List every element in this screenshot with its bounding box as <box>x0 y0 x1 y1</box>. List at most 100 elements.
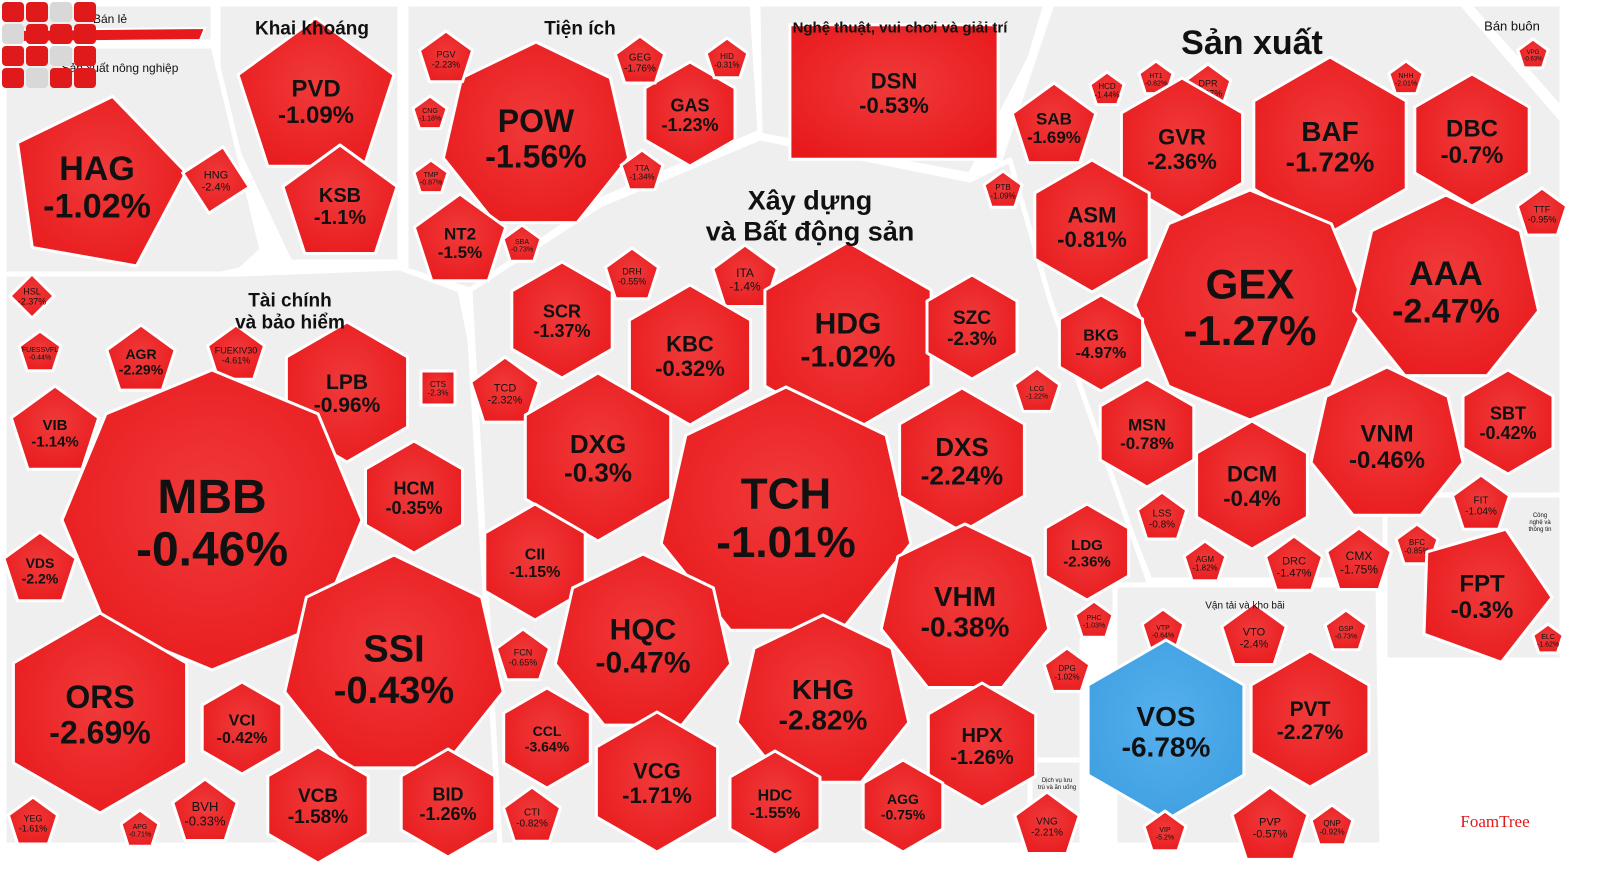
cell-sbt[interactable] <box>1461 368 1555 476</box>
cell-cmx[interactable] <box>1325 526 1393 591</box>
cell-vpg[interactable] <box>1516 37 1550 70</box>
logo-cell <box>50 2 72 22</box>
logo-cell <box>2 24 24 44</box>
cell-cti[interactable] <box>502 785 562 843</box>
cell-vci[interactable] <box>200 680 284 776</box>
cell-msn[interactable] <box>1098 377 1196 489</box>
group-ban-buon[interactable] <box>1465 1 1565 113</box>
cell-ccl[interactable] <box>502 686 592 790</box>
logo-cell <box>74 46 96 66</box>
cell-hcd[interactable] <box>1088 70 1126 107</box>
cell-lss[interactable] <box>1135 490 1189 541</box>
logo-cell <box>74 24 96 44</box>
logo-cell <box>26 24 48 44</box>
cell-fcn[interactable] <box>494 627 552 682</box>
cell-ttf[interactable] <box>1515 186 1569 237</box>
cell-vcb[interactable] <box>266 745 370 865</box>
cell-ita[interactable] <box>711 243 779 308</box>
cell-bid[interactable] <box>399 747 497 859</box>
logo-cell <box>74 68 96 88</box>
cell-asm[interactable] <box>1033 158 1151 294</box>
logo-cell <box>26 68 48 88</box>
cell-aaa[interactable] <box>1351 193 1541 378</box>
cell-nhh[interactable] <box>1387 59 1425 96</box>
cell-gas[interactable] <box>643 60 737 168</box>
cell-bvh[interactable] <box>171 777 239 842</box>
cell-drc[interactable] <box>1264 534 1324 592</box>
cell-tmp[interactable] <box>412 158 450 195</box>
logo-cell <box>74 2 96 22</box>
cell-elc[interactable] <box>1531 622 1565 655</box>
cell-agg[interactable] <box>861 758 945 854</box>
cell-dxg[interactable] <box>523 371 673 543</box>
cell-hag[interactable] <box>16 94 188 268</box>
cell-vib[interactable] <box>9 384 101 471</box>
foamtree-logo <box>2 2 96 88</box>
cell-hpx[interactable] <box>926 681 1038 809</box>
cell-dcm[interactable] <box>1195 419 1309 551</box>
logo-cell <box>50 46 72 66</box>
cell-yeg[interactable] <box>6 795 60 846</box>
cell-hng[interactable] <box>181 145 251 215</box>
cell-qnp[interactable] <box>1309 803 1355 847</box>
cell-vnm[interactable] <box>1309 365 1465 517</box>
cell-mbb[interactable] <box>60 368 364 672</box>
cell-vcg[interactable] <box>594 710 720 854</box>
cell-szc[interactable] <box>925 273 1019 381</box>
cell-tta[interactable] <box>619 148 665 192</box>
cell-pgv[interactable] <box>417 29 475 84</box>
brand-name: FoamTree <box>1460 812 1530 831</box>
cell-ptb[interactable] <box>982 169 1024 209</box>
cell-sab[interactable] <box>1010 81 1098 165</box>
cell-gsp[interactable] <box>1323 608 1369 652</box>
logo-cell <box>2 68 24 88</box>
cell-lcg[interactable] <box>1012 366 1062 413</box>
cell-hcm[interactable] <box>364 439 464 555</box>
cell-hdc[interactable] <box>728 749 822 857</box>
cell-khg[interactable] <box>735 613 911 784</box>
cell-vng[interactable] <box>1013 790 1081 855</box>
logo-cell <box>26 46 48 66</box>
cell-ldg[interactable] <box>1043 502 1131 602</box>
cell-kbc[interactable] <box>627 283 753 427</box>
cell-cng[interactable] <box>411 94 449 131</box>
logo-cell <box>2 46 24 66</box>
cell-cts[interactable] <box>419 369 457 407</box>
cell-geg[interactable] <box>613 34 667 85</box>
cell-tch[interactable] <box>659 385 913 632</box>
cell-hsl[interactable] <box>8 272 56 320</box>
cell-fuessvfl[interactable] <box>17 329 63 373</box>
cell-apg[interactable] <box>119 808 161 848</box>
cell-tcd[interactable] <box>469 355 541 424</box>
cell-cii[interactable] <box>483 502 587 622</box>
cell-scr[interactable] <box>510 260 614 380</box>
logo-cell <box>2 2 24 22</box>
logo-cell <box>50 24 72 44</box>
cell-fit[interactable] <box>1451 473 1511 531</box>
cell-hid[interactable] <box>704 36 750 80</box>
cell-agm[interactable] <box>1182 539 1228 583</box>
cell-ksb[interactable] <box>281 143 399 255</box>
cell-bkg[interactable] <box>1057 293 1145 393</box>
cell-pow[interactable] <box>441 40 631 225</box>
logo-cell <box>50 68 72 88</box>
cell-pvt[interactable] <box>1249 649 1371 789</box>
cell-vds[interactable] <box>2 530 78 603</box>
cell-gex[interactable] <box>1133 188 1367 422</box>
cell-vip[interactable] <box>1142 809 1188 853</box>
cell-drh[interactable] <box>603 246 661 301</box>
cell-nt2[interactable] <box>412 192 508 283</box>
cell-vhm[interactable] <box>879 522 1051 689</box>
cell-agr[interactable] <box>105 323 177 392</box>
cell-dsn[interactable] <box>788 23 1000 161</box>
cell-pvp[interactable] <box>1230 785 1310 861</box>
cell-vto[interactable] <box>1220 601 1288 666</box>
cell-ssi[interactable] <box>283 553 505 770</box>
cell-ors[interactable] <box>11 611 189 815</box>
cell-phc[interactable] <box>1073 599 1115 639</box>
cell-sba[interactable] <box>501 223 543 263</box>
cell-dpg[interactable] <box>1042 646 1092 693</box>
cell-fpt[interactable] <box>1422 527 1554 664</box>
